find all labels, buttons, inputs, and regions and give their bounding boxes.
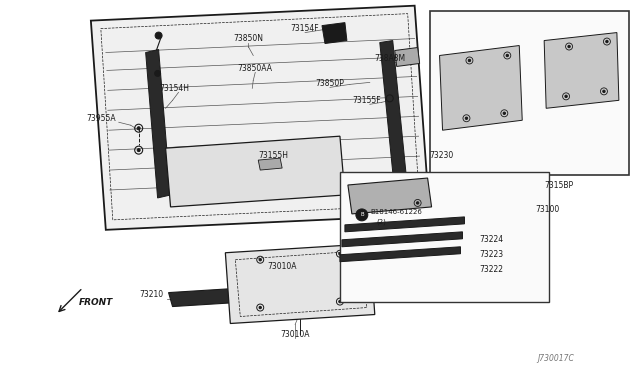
Circle shape [356, 209, 368, 221]
Polygon shape [322, 23, 347, 44]
Text: J730017C: J730017C [537, 355, 574, 363]
Text: 738A8M: 738A8M [374, 54, 405, 63]
Text: B: B [360, 212, 364, 217]
Polygon shape [440, 45, 522, 130]
Text: 73955A: 73955A [86, 114, 116, 123]
Circle shape [259, 307, 261, 309]
Text: 73010A: 73010A [268, 262, 297, 271]
Text: 73850P: 73850P [316, 79, 344, 88]
Text: 73100: 73100 [535, 205, 559, 214]
Text: 73154H: 73154H [159, 84, 189, 93]
Polygon shape [345, 217, 465, 232]
Text: 73155F: 73155F [353, 96, 381, 105]
Circle shape [503, 112, 506, 115]
Circle shape [565, 95, 567, 97]
Polygon shape [166, 136, 345, 207]
Circle shape [468, 59, 470, 62]
Circle shape [568, 45, 570, 48]
Polygon shape [146, 49, 171, 198]
Polygon shape [380, 41, 408, 192]
Circle shape [155, 70, 161, 76]
Text: FRONT: FRONT [79, 298, 113, 307]
Bar [429, 11, 629, 175]
Polygon shape [91, 6, 429, 230]
Text: 73223: 73223 [479, 250, 504, 259]
Circle shape [137, 127, 140, 130]
Bar [340, 172, 549, 302]
Circle shape [417, 202, 419, 204]
Circle shape [506, 54, 509, 57]
Text: 7315BP: 7315BP [545, 180, 573, 189]
Circle shape [603, 90, 605, 93]
Text: (2): (2) [377, 219, 387, 225]
Circle shape [339, 300, 341, 303]
Text: 73210: 73210 [140, 290, 164, 299]
Circle shape [465, 117, 468, 119]
Circle shape [259, 259, 261, 261]
Circle shape [605, 40, 608, 43]
Polygon shape [340, 247, 460, 262]
Text: 73010A: 73010A [280, 330, 310, 339]
Polygon shape [225, 244, 375, 324]
Text: 73224: 73224 [479, 235, 504, 244]
Text: 73222: 73222 [479, 265, 504, 274]
Polygon shape [258, 158, 282, 170]
Text: 73850AA: 73850AA [237, 64, 273, 73]
Circle shape [155, 32, 162, 39]
Polygon shape [168, 288, 252, 307]
Text: 73155H: 73155H [258, 151, 288, 160]
Text: B18146-61226: B18146-61226 [371, 209, 422, 215]
Circle shape [137, 149, 140, 152]
Text: 73850N: 73850N [233, 34, 263, 43]
Polygon shape [348, 178, 431, 214]
Text: 73230: 73230 [429, 151, 454, 160]
Polygon shape [544, 33, 619, 108]
Polygon shape [342, 232, 463, 247]
Circle shape [339, 253, 341, 255]
Text: 73154F: 73154F [291, 24, 319, 33]
Polygon shape [395, 48, 420, 67]
